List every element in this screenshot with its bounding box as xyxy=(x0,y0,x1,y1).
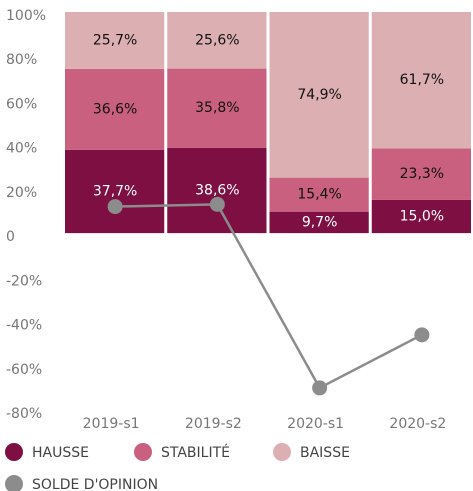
x-tick-label: 2019-s1 xyxy=(83,416,140,432)
legend-swatch xyxy=(134,443,152,461)
data-label: 23,3% xyxy=(400,166,444,182)
legend-label: BAISSE xyxy=(300,445,350,461)
bar-segment xyxy=(65,12,165,69)
x-tick-label: 2019-s2 xyxy=(185,416,242,432)
y-tick-label: -80% xyxy=(6,406,42,422)
y-tick-label: 0 xyxy=(6,229,15,245)
bar-segment xyxy=(167,12,267,69)
legend-swatch xyxy=(273,443,291,461)
bar-segment xyxy=(269,211,369,234)
data-label: 36,6% xyxy=(93,101,137,117)
bar-segment xyxy=(269,177,369,212)
legend-label: SOLDE D'OPINION xyxy=(32,477,158,491)
bar-segment xyxy=(167,68,267,148)
bar-segment xyxy=(371,148,471,200)
y-tick-label: 20% xyxy=(6,185,37,201)
legend-swatch xyxy=(5,475,23,491)
data-label: 61,7% xyxy=(400,72,444,88)
data-label: 9,7% xyxy=(302,214,338,230)
bar-segment xyxy=(65,68,165,150)
bar-segment xyxy=(371,12,471,149)
data-label: 15,0% xyxy=(400,209,444,225)
x-tick-label: 2020-s1 xyxy=(287,416,344,432)
legend-label: HAUSSE xyxy=(32,445,89,461)
legend-swatch xyxy=(5,443,23,461)
data-label: 15,4% xyxy=(297,187,341,203)
data-label: 25,7% xyxy=(93,32,137,48)
line xyxy=(115,203,423,390)
y-tick-label: 60% xyxy=(6,96,37,112)
line-point xyxy=(209,196,225,212)
data-label: 37,7% xyxy=(93,183,137,199)
bar-segment xyxy=(269,12,369,178)
data-label: 35,8% xyxy=(195,100,239,116)
y-tick-label: -40% xyxy=(6,318,42,334)
line-point xyxy=(312,380,328,396)
bar-segment xyxy=(167,147,267,234)
data-label: 25,6% xyxy=(195,32,239,48)
data-label: 38,6% xyxy=(195,182,239,198)
bar-segment xyxy=(371,199,471,234)
y-tick-label: 80% xyxy=(6,52,37,68)
x-tick-label: 2020-s2 xyxy=(389,416,446,432)
y-tick-label: 40% xyxy=(6,141,37,157)
bar-segment xyxy=(65,149,165,234)
y-tick-label: 100% xyxy=(6,8,46,24)
data-label: 74,9% xyxy=(297,87,341,103)
y-tick-label: -60% xyxy=(6,362,42,378)
line-point xyxy=(414,327,430,343)
line-point xyxy=(107,199,123,215)
y-tick-label: -20% xyxy=(6,273,42,289)
legend-label: STABILITÉ xyxy=(161,444,230,461)
